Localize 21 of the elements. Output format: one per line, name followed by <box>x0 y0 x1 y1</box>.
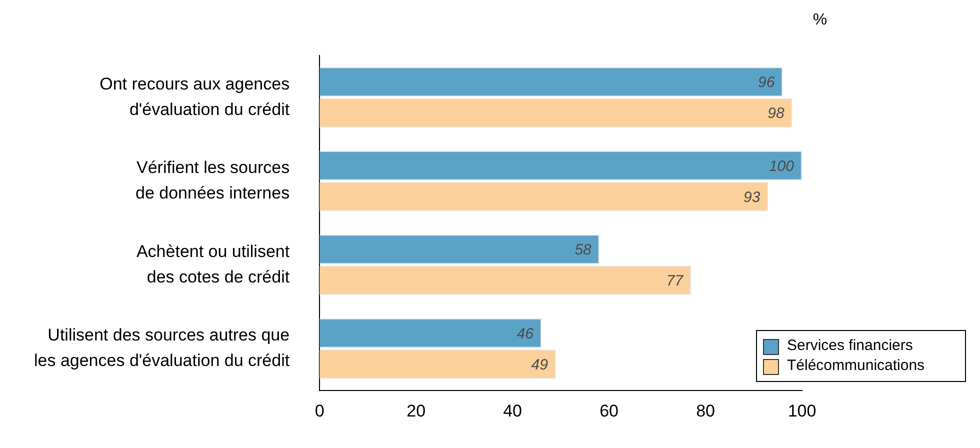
x-tick-label: 60 <box>600 401 618 420</box>
data-label: 46 <box>516 325 534 342</box>
y-tick-label: Ont recours aux agences d'évaluation du crédit <box>100 74 290 119</box>
x-tick-label: 100 <box>788 401 816 420</box>
data-label: 77 <box>666 272 684 290</box>
x-tick-label: 80 <box>696 401 715 420</box>
x-tick-label: 20 <box>406 401 426 420</box>
data-label: 49 <box>531 356 549 374</box>
y-tick-label: Vérifient les sources de données internes <box>136 158 290 203</box>
y-tick-label: Utilisent des sources autres que les agences d'évaluation du crédit <box>34 326 290 370</box>
data-label: 100 <box>768 158 795 175</box>
x-tick-label: 40 <box>503 401 522 420</box>
x-tick-label: 0 <box>314 401 324 420</box>
data-label: 58 <box>574 242 592 259</box>
data-label: 96 <box>758 74 776 92</box>
x-axis-title: % <box>812 11 828 28</box>
legend-label: Télécommunications <box>787 357 926 374</box>
legend-label: Services financiers <box>787 337 914 354</box>
data-label: 93 <box>744 188 761 206</box>
data-label: 98 <box>768 105 786 122</box>
y-tick-label: Achètent ou utilisent des cotes de crédit <box>136 242 290 286</box>
